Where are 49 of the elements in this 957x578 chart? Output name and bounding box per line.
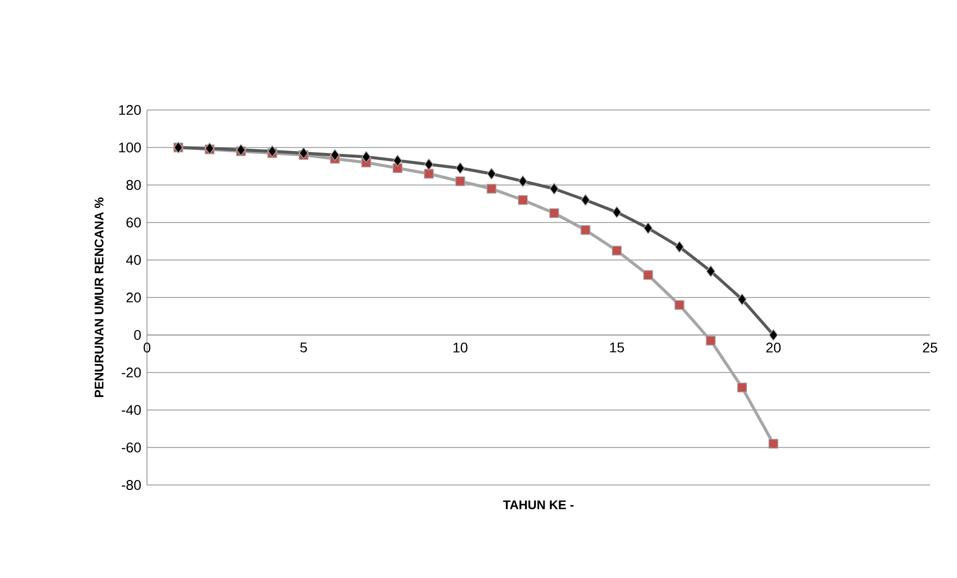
x-axis-title: TAHUN KE - xyxy=(503,500,574,510)
point xyxy=(299,147,308,160)
x-tick-label: 5 xyxy=(300,342,307,352)
point xyxy=(424,168,434,179)
point xyxy=(612,206,622,218)
y-tick-label: 40 xyxy=(126,255,141,265)
point xyxy=(393,154,402,167)
y-tick-label: 80 xyxy=(126,180,141,190)
point xyxy=(424,158,434,170)
point xyxy=(455,176,466,186)
x-tick-label: 25 xyxy=(922,342,938,353)
x-tick-label: 0 xyxy=(144,342,150,353)
y-tick-label: -40 xyxy=(122,405,141,415)
y-tick-label: 100 xyxy=(119,142,141,152)
point xyxy=(362,150,371,163)
y-tick-label: -80 xyxy=(122,480,141,490)
point xyxy=(580,194,590,206)
point xyxy=(768,329,778,341)
y-tick-label: 20 xyxy=(126,292,141,302)
x-tick-label: 10 xyxy=(454,342,468,353)
point xyxy=(550,182,559,195)
point xyxy=(392,163,402,174)
point xyxy=(643,270,654,280)
point xyxy=(612,246,622,256)
y-tick-label: -60 xyxy=(122,442,141,452)
point xyxy=(518,175,528,188)
point xyxy=(706,265,716,278)
y-tick-label: 120 xyxy=(119,105,141,115)
x-tick-label: 15 xyxy=(610,342,624,352)
point xyxy=(738,293,747,306)
point xyxy=(486,184,496,194)
point xyxy=(674,240,684,253)
point xyxy=(737,382,747,392)
point xyxy=(644,222,653,234)
y-tick-label: 60 xyxy=(126,218,141,228)
point xyxy=(487,168,496,180)
y-tick-label: -20 xyxy=(122,368,141,378)
point xyxy=(768,438,778,449)
point xyxy=(268,145,277,158)
point xyxy=(518,195,528,205)
point xyxy=(674,300,684,310)
point xyxy=(580,225,590,235)
point xyxy=(706,336,716,346)
point xyxy=(330,149,340,161)
point xyxy=(456,162,465,174)
y-tick-label: 0 xyxy=(134,330,141,340)
point xyxy=(549,208,560,218)
x-tick-label: 20 xyxy=(766,342,781,353)
y-axis-title: PENURUNAN UMUR RENCANA % xyxy=(94,198,104,397)
